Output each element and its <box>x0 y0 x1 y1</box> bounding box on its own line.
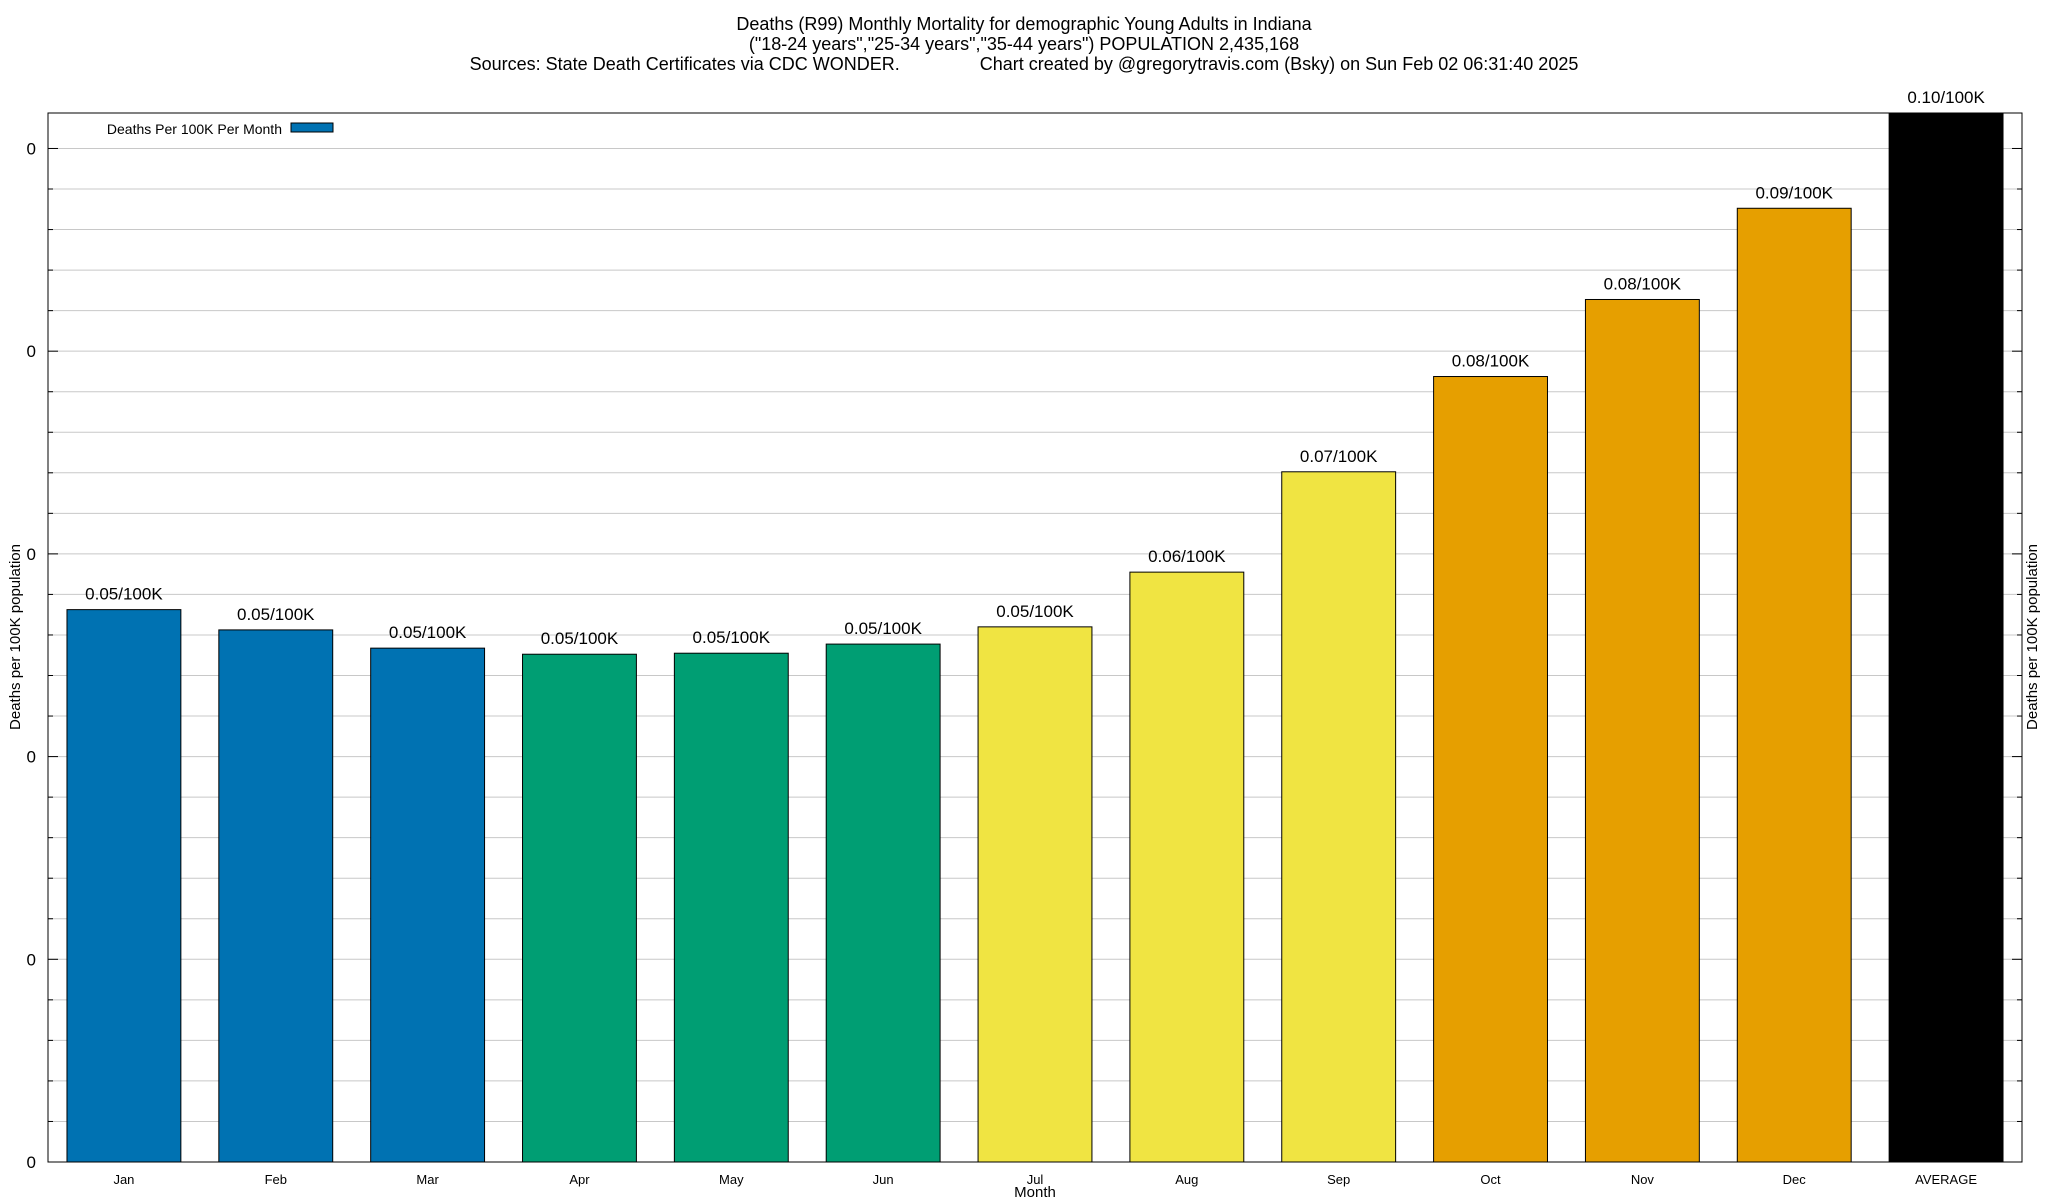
bar-value-label: 0.08/100K <box>1452 352 1530 371</box>
chart-title: Deaths (R99) Monthly Mortality for demog… <box>0 14 2048 74</box>
bar-value-label: 0.05/100K <box>237 605 315 624</box>
x-tick-label: Jul <box>1027 1172 1044 1187</box>
x-tick-label: Jan <box>113 1172 134 1187</box>
legend-swatch <box>290 122 334 133</box>
plot-frame <box>47 112 2023 1163</box>
bar <box>1433 376 1548 1163</box>
bar-value-label: 0.06/100K <box>1148 547 1226 566</box>
x-tick-label: Aug <box>1175 1172 1198 1187</box>
y-tick-label: 0 <box>27 950 36 969</box>
axis-ticks: 0 0 0 0 0 0 Jan Feb Mar Apr May Jun Jul Aug Sep Oct Nov D… <box>27 139 2022 1187</box>
x-tick-label: Mar <box>416 1172 439 1187</box>
bar <box>977 626 1093 1163</box>
bar-value-label: 0.05/100K <box>693 628 771 647</box>
bar <box>370 647 486 1163</box>
bar <box>1736 207 1852 1163</box>
y-axis-label-left: Deaths per 100K population <box>7 544 24 730</box>
bar <box>825 643 941 1163</box>
bar-value-label: 0.07/100K <box>1300 447 1378 466</box>
bar-value-label: 0.05/100K <box>541 629 619 648</box>
bar <box>673 652 789 1163</box>
y-tick-label: 0 <box>27 748 36 767</box>
y-axis-label-right: Deaths per 100K population <box>2024 544 2041 730</box>
bar <box>1888 112 2004 1163</box>
chart-title-line-1: Deaths (R99) Monthly Mortality for demog… <box>736 14 1312 34</box>
x-tick-label: Feb <box>265 1172 287 1187</box>
x-axis-label: Month <box>1014 1184 1056 1200</box>
y-tick-label: 0 <box>27 1153 36 1172</box>
legend: Deaths Per 100K Per Month <box>107 121 334 137</box>
value-labels: 0.05/100K 0.05/100K 0.05/100K 0.05/100K 0.05… <box>85 88 1985 648</box>
bar-value-label: 0.09/100K <box>1755 183 1833 202</box>
y-tick-label: 0 <box>27 139 36 158</box>
x-tick-label: AVERAGE <box>1915 1172 1977 1187</box>
bar-value-label: 0.05/100K <box>389 623 467 642</box>
chart-title-line-3: Sources: State Death Certificates via CD… <box>469 54 1579 74</box>
x-tick-label: Sep <box>1327 1172 1350 1187</box>
bar <box>1584 298 1700 1163</box>
x-tick-label: Dec <box>1783 1172 1807 1187</box>
bar-value-label: 0.05/100K <box>844 619 922 638</box>
bar <box>66 609 182 1163</box>
x-tick-label: Apr <box>569 1172 590 1187</box>
x-tick-label: Nov <box>1631 1172 1655 1187</box>
bar <box>1281 471 1397 1163</box>
bar-value-label: 0.05/100K <box>996 602 1074 621</box>
bar <box>218 629 334 1163</box>
bar <box>522 653 637 1163</box>
x-tick-label: Oct <box>1480 1172 1501 1187</box>
bar-value-label: 0.10/100K <box>1907 88 1985 107</box>
bar-value-label: 0.05/100K <box>85 585 163 604</box>
x-tick-label: Jun <box>873 1172 894 1187</box>
chart-title-line-2: ("18-24 years","25-34 years","35-44 year… <box>748 34 1300 54</box>
y-tick-label: 0 <box>27 342 36 361</box>
y-tick-label: 0 <box>27 545 36 564</box>
bar-value-label: 0.08/100K <box>1604 274 1682 293</box>
x-tick-label: May <box>719 1172 744 1187</box>
bar <box>1129 571 1245 1163</box>
legend-label: Deaths Per 100K Per Month <box>107 121 282 137</box>
